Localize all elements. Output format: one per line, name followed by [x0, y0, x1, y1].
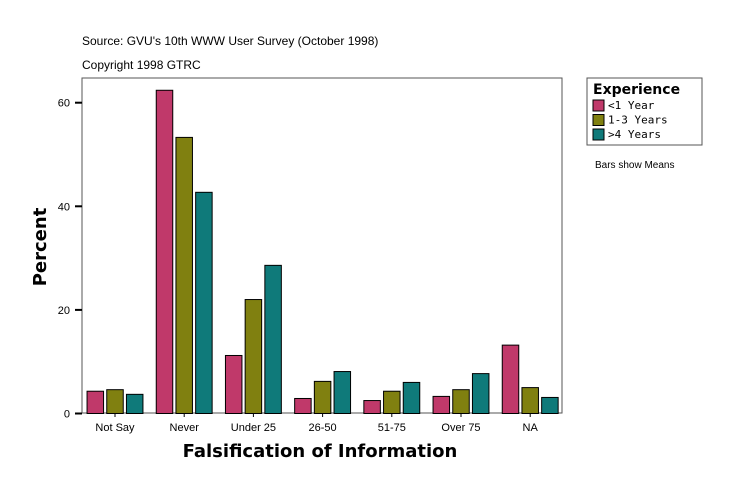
bar: [294, 397, 312, 414]
bar: [175, 136, 193, 414]
bar: [402, 381, 421, 415]
bar: [383, 390, 401, 415]
x-tick-label: NA: [523, 422, 539, 434]
bar: [501, 344, 520, 414]
bar: [363, 400, 381, 414]
x-tick-label: Not Say: [95, 422, 135, 434]
legend-swatch: [592, 128, 605, 141]
bar: [125, 393, 144, 415]
plot-area: [81, 77, 563, 414]
bar: [432, 395, 451, 415]
bar: [541, 396, 559, 414]
bar: [86, 390, 105, 415]
x-tick-label: Under 25: [231, 422, 276, 434]
bar: [244, 299, 263, 415]
bar: [471, 373, 490, 415]
bar: [224, 354, 243, 415]
x-tick-label: 26-50: [309, 422, 337, 434]
bar: [195, 191, 213, 414]
bar: [264, 264, 282, 414]
legend: [586, 77, 703, 146]
y-tick-label: 40: [58, 201, 70, 213]
x-axis-label: Falsification of Information: [183, 441, 458, 462]
y-tick-label: 60: [58, 98, 70, 110]
legend-swatch: [592, 114, 605, 126]
bar: [155, 89, 174, 414]
x-tick-label: Over 75: [441, 422, 480, 434]
legend-title: Experience: [593, 82, 680, 98]
bar: [452, 389, 470, 414]
bar: [521, 387, 539, 415]
copyright-text: Copyright 1998 GTRC: [82, 58, 201, 72]
legend-swatch: [592, 99, 605, 112]
y-tick-label: 0: [64, 409, 70, 421]
note-text: Bars show Means: [595, 160, 674, 171]
source-text: Source: GVU's 10th WWW User Survey (Octo…: [82, 34, 378, 48]
legend-label: <1 Year: [608, 99, 655, 112]
y-tick-label: 20: [58, 305, 70, 317]
x-tick-label: 51-75: [378, 422, 406, 434]
bar: [313, 380, 332, 415]
x-tick-label: Never: [170, 422, 200, 434]
legend-label: 1-3 Years: [608, 114, 668, 127]
bar: [106, 389, 124, 414]
y-axis-label: Percent: [30, 207, 51, 286]
legend-label: >4 Years: [608, 128, 661, 141]
bar: [333, 371, 352, 414]
